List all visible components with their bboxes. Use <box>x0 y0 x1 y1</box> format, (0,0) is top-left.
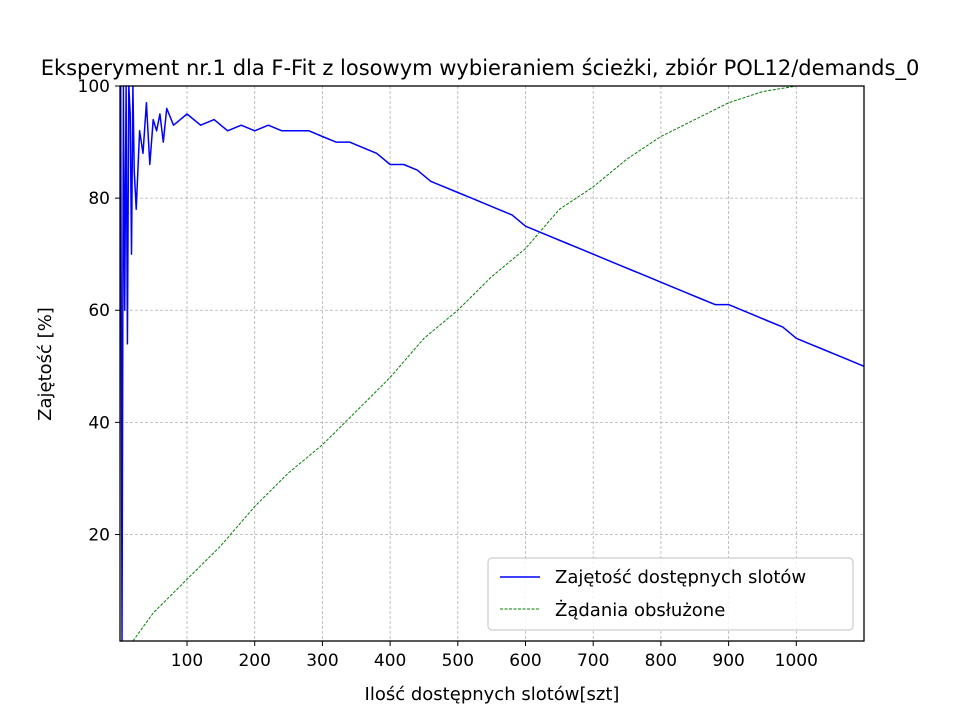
y-axis-ticks: 20 40 60 80 100 <box>78 77 120 545</box>
x-axis-title: Ilość dostępnych slotów[szt] <box>365 684 620 705</box>
legend-box <box>487 557 854 631</box>
y-tick-label: 80 <box>88 189 110 209</box>
series-line-occupancy <box>119 85 865 642</box>
plot-frame <box>119 85 865 642</box>
x-tick-label: 700 <box>577 651 609 671</box>
y-tick-label: 100 <box>78 77 110 97</box>
legend-label-served: Żądania obsłużone <box>555 600 725 621</box>
x-tick-label: 100 <box>171 651 203 671</box>
x-tick-label: 900 <box>712 651 744 671</box>
x-tick-label: 300 <box>306 651 338 671</box>
x-tick-label: 200 <box>238 651 270 671</box>
y-axis-title: Zajętość [%] <box>35 307 56 421</box>
y-tick-label: 40 <box>88 413 110 433</box>
x-tick-label: 600 <box>509 651 541 671</box>
series-line-served <box>132 85 797 642</box>
y-tick-label: 20 <box>88 525 110 545</box>
legend: Zajętość dostępnych slotów Żądania obsłu… <box>487 557 854 631</box>
grid <box>120 85 864 641</box>
legend-label-occupancy: Zajętość dostępnych slotów <box>555 567 806 588</box>
x-tick-label: 500 <box>442 651 474 671</box>
x-tick-label: 800 <box>645 651 677 671</box>
chart-title: Eksperyment nr.1 dla F-Fit z losowym wyb… <box>41 56 920 81</box>
y-tick-label: 60 <box>88 301 110 321</box>
series-layer <box>119 85 865 642</box>
x-tick-label: 400 <box>374 651 406 671</box>
x-axis-ticks: 100 200 300 400 500 600 700 800 900 1000 <box>171 641 818 671</box>
x-tick-label: 1000 <box>775 651 818 671</box>
